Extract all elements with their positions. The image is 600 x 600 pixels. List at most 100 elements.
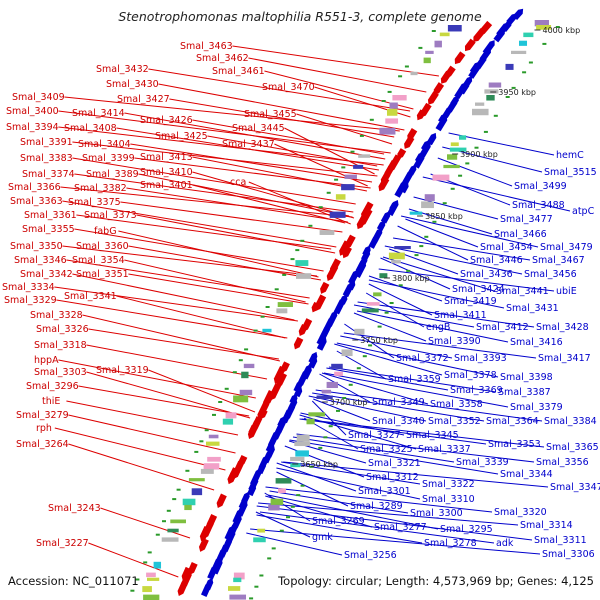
forward-cog-block — [170, 519, 186, 524]
outer-track-mark — [336, 409, 340, 412]
forward-cog-block — [161, 537, 179, 542]
inner-track-mark — [155, 533, 160, 536]
gene-label: Smal_3390 — [428, 336, 481, 347]
gene-label-connector — [357, 301, 535, 328]
kbp-label: 3650 kbp — [300, 460, 338, 469]
reverse-gene-arrow — [333, 297, 346, 315]
gene-label-connector — [384, 245, 523, 275]
gene-label-connector — [136, 214, 336, 254]
reverse-cog-block — [331, 363, 343, 369]
forward-cog-block — [335, 194, 346, 200]
gene-tracks — [130, 8, 560, 600]
gene-label: Smal_3431 — [506, 303, 559, 314]
forward-cog-block — [423, 57, 431, 64]
gene-label: Smal_3437 — [222, 139, 275, 150]
kbp-label: 3800 kbp — [392, 274, 430, 283]
forward-gene-arrow — [216, 493, 227, 509]
gene-label: Smal_3352 — [428, 416, 481, 427]
forward-gene-arrow — [273, 365, 286, 384]
forward-gene-arrow — [356, 213, 369, 230]
reverse-cog-block — [488, 82, 502, 88]
reverse-cog-block — [326, 381, 338, 389]
gene-label-connector — [62, 200, 337, 248]
inner-track-mark — [369, 118, 374, 121]
inner-track-mark — [350, 150, 355, 153]
forward-cog-block — [146, 572, 156, 578]
outer-track-mark — [362, 355, 367, 358]
reverse-cog-block — [519, 40, 528, 46]
reverse-gene-arrow — [267, 430, 280, 448]
gene-label-connector — [60, 186, 353, 218]
forward-gene-arrow — [404, 135, 415, 149]
inner-track-mark — [260, 315, 265, 318]
reverse-cog-block — [278, 488, 286, 494]
inner-track-mark — [130, 589, 135, 592]
forward-cog-block — [439, 32, 450, 37]
reverse-gene-arrow — [316, 336, 327, 351]
gene-label: Smal_3400 — [6, 106, 59, 117]
gene-label: Smal_3279 — [16, 410, 69, 421]
gene-label-connector — [408, 208, 493, 235]
inner-track-mark — [290, 258, 295, 261]
forward-gene-arrow — [293, 336, 304, 350]
gene-label-connector — [56, 299, 288, 339]
gene-label-connector — [300, 412, 405, 436]
reverse-cog-block — [421, 201, 434, 209]
gene-label-connector — [86, 344, 268, 380]
reverse-gene-arrow — [454, 82, 467, 100]
gene-label: Smal_3389 — [86, 169, 139, 180]
reverse-cog-block — [361, 308, 379, 313]
gene-label-connector — [311, 400, 347, 436]
gene-label: Smal_3327 — [348, 430, 401, 441]
reverse-cog-block — [306, 418, 315, 425]
gene-label-connector — [265, 486, 493, 513]
reverse-cog-block — [321, 389, 332, 394]
inner-track-mark — [398, 75, 403, 78]
inner-track-mark — [162, 520, 166, 523]
reverse-cog-block — [450, 142, 459, 147]
forward-cog-block — [203, 463, 220, 470]
gene-label-connector — [256, 505, 533, 541]
forward-gene-arrow — [264, 394, 274, 406]
gene-label: Smal_3375 — [68, 197, 121, 208]
reverse-cog-block — [294, 441, 311, 447]
gene-label: Smal_3339 — [456, 457, 509, 468]
outer-track-mark — [465, 162, 470, 165]
forward-cog-block — [385, 118, 399, 124]
reverse-cog-block — [447, 154, 458, 160]
gene-label-connector — [192, 156, 367, 192]
kbp-scale: 4000 kbp 3950 kbp 3900 kbp 3850 kbp 3800 kbp… — [292, 26, 580, 469]
outer-track-mark — [424, 235, 429, 238]
forward-cog-block — [142, 586, 152, 593]
gene-label: Smal_3295 — [440, 524, 493, 535]
reverse-cog-block — [511, 50, 527, 55]
gene-label-connector — [72, 273, 295, 321]
gene-label-connector — [319, 373, 371, 403]
forward-gene-arrow — [298, 324, 308, 336]
reverse-cog-block — [290, 463, 301, 468]
gene-label-connector — [289, 439, 499, 475]
outer-track-mark — [406, 269, 411, 272]
gene-label: hemC — [556, 150, 584, 161]
reverse-cog-block — [505, 63, 514, 70]
gene-label-connector — [382, 256, 495, 292]
forward-cog-block — [153, 561, 162, 569]
inner-track-mark — [185, 469, 190, 472]
outer-track-mark — [249, 597, 254, 600]
outer-track-mark — [474, 146, 479, 149]
reverse-cog-block — [475, 102, 485, 106]
gene-label-connector — [116, 295, 286, 339]
gene-label-connector — [58, 359, 256, 399]
outer-track-mark — [542, 42, 547, 45]
gene-label: Smal_3340 — [372, 416, 425, 427]
gene-label-connector — [76, 214, 332, 250]
forward-cog-block — [296, 273, 312, 279]
gene-label: Smal_3455 — [244, 109, 297, 120]
forward-gene-arrow — [433, 82, 445, 95]
gene-label: Smal_3310 — [422, 494, 475, 505]
forward-cog-block — [208, 434, 219, 439]
gene-label: Smal_3311 — [534, 535, 587, 546]
gene-label-connector — [299, 414, 417, 450]
reverse-cog-block — [523, 32, 534, 38]
